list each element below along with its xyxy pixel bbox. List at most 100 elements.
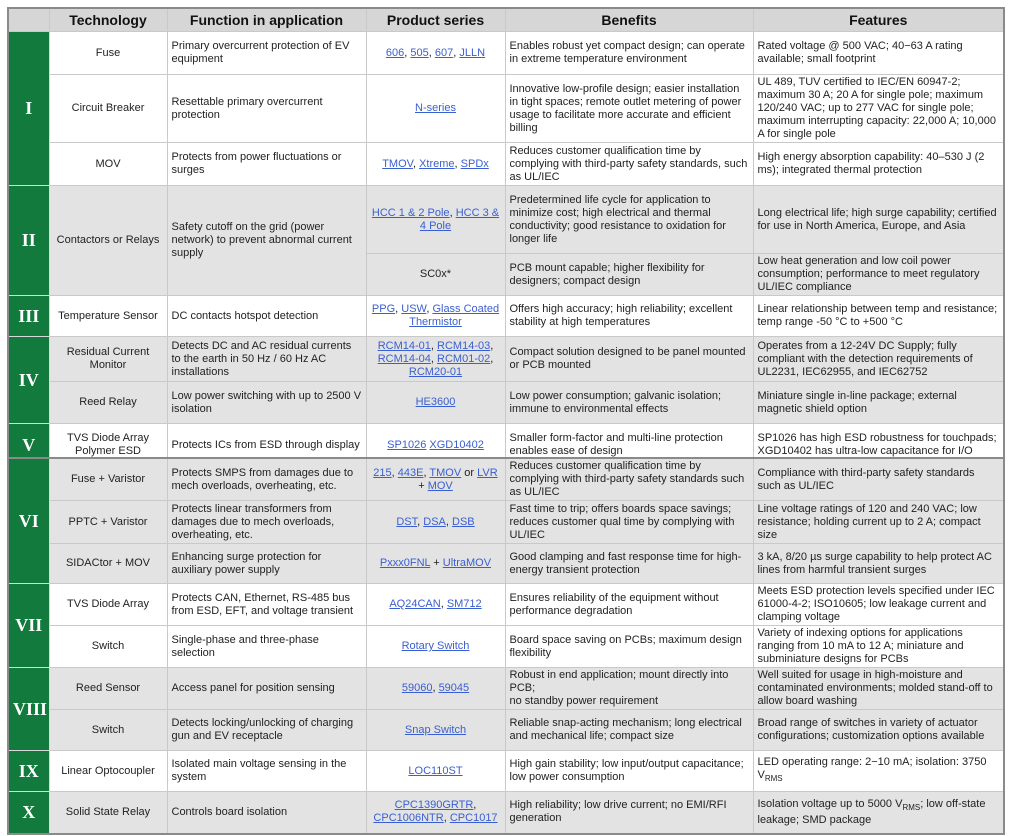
product-link[interactable]: USW [401, 303, 427, 315]
text-segment: High energy absorption capability: 40–53… [757, 151, 985, 176]
product-link[interactable]: 505 [410, 46, 429, 59]
product-link[interactable]: TMOV [429, 466, 462, 479]
features-cell: Line voltage ratings of 120 and 240 VAC;… [752, 500, 1005, 544]
function-cell: Detects DC and AC residual currents to t… [166, 336, 367, 382]
table-row: II Contactors or Relays Safety cutoff on t… [7, 185, 1005, 296]
benefits-cell: Reduces customer qualification time by c… [504, 457, 754, 501]
product-link[interactable]: 59045 [438, 682, 470, 694]
product-link[interactable]: 607 [434, 46, 454, 59]
product-link[interactable]: RCM14-04 [377, 352, 431, 365]
table-row: MOV Protects from power fluctuations or s… [8, 142, 1005, 186]
benefits-cell: Robust in end application; mount directl… [504, 667, 754, 710]
benefits-cell: Good clamping and fast response time for… [504, 543, 754, 584]
group-numeral: III [7, 295, 50, 337]
text-segment: , [430, 339, 438, 352]
text-segment: , [453, 46, 460, 59]
product-link[interactable]: 443E [397, 466, 424, 479]
product-link[interactable]: RCM14-03 [437, 339, 491, 352]
text-segment: Rated voltage @ 500 VAC; 40−63 A rating … [757, 40, 963, 65]
product-series-cell: RCM14-01, RCM14-03, RCM14-04, RCM01-02, … [365, 336, 506, 382]
table-row: Circuit Breaker Resettable primary overcu… [8, 74, 1005, 143]
product-link[interactable]: Snap Switch [404, 723, 467, 736]
product-link[interactable]: DSA [423, 515, 446, 528]
header-features: Features [752, 7, 1005, 32]
text-segment: , [449, 206, 456, 219]
technology-cell: Residual Current Monitor [48, 336, 168, 382]
product-link[interactable]: N-series [415, 102, 456, 114]
table-row: SIDACtor + MOV Enhancing surge protection… [8, 543, 1005, 584]
benefits-cell: Board space saving on PCBs; maximum desi… [504, 625, 754, 668]
product-link[interactable]: DST [396, 515, 418, 528]
product-link[interactable]: HCC 3 & 4 Pole [419, 206, 500, 232]
benefits-cell: Compact solution designed to be panel mo… [504, 336, 754, 382]
product-link[interactable]: 606 [385, 46, 405, 59]
product-series-cell: 59060, 59045 [365, 667, 506, 710]
text-segment: Compliance with third-party safety stand… [757, 466, 975, 492]
product-link[interactable]: RCM20-01 [408, 365, 463, 378]
product-link[interactable]: PPG [371, 303, 396, 315]
product-link[interactable]: Glass Coated Thermistor [409, 303, 500, 328]
text-segment: Long electrical life; high surge capabil… [757, 206, 997, 232]
product-link[interactable]: Pxxx0FNL [379, 557, 431, 569]
product-series-cell: LOC110ST [365, 750, 506, 792]
features-cell: Miniature single in-line package; extern… [752, 381, 1005, 424]
product-link[interactable]: LOC110ST [408, 764, 463, 777]
product-link[interactable]: HCC 1 & 2 Pole [371, 206, 450, 219]
text-segment: , [443, 812, 450, 825]
text-segment: 3 kA, 8/20 µs surge capability to help p… [757, 550, 992, 576]
product-series-cell: TMOV, Xtreme, SPDx [365, 142, 506, 186]
table-row: VI Fuse + Varistor Protects SMPS from dama… [7, 457, 1005, 584]
text-segment: Operates from a 12-24V DC Supply; fully … [757, 339, 973, 378]
text-segment: Well suited for usage in high-moisture a… [757, 669, 993, 707]
product-link[interactable]: CPC1006NTR [373, 812, 444, 825]
technology-cell: SIDACtor + MOV [48, 543, 168, 584]
product-link[interactable]: AQ24CAN [389, 598, 441, 610]
product-link[interactable]: RCM01-02 [437, 352, 491, 365]
text-segment: , [490, 352, 494, 365]
function-cell: Protects from power fluctuations or surg… [166, 142, 367, 186]
benefits-cell: PCB mount capable; higher flexibility fo… [504, 253, 754, 296]
product-series-cell: 215, 443E, TMOV or LVR + MOV [365, 457, 506, 501]
features-cell: 3 kA, 8/20 µs surge capability to help p… [752, 543, 1005, 584]
product-series-cell: DST, DSA, DSB [365, 500, 506, 544]
product-link[interactable]: SM712 [446, 598, 482, 610]
header-benefits: Benefits [504, 7, 754, 32]
text-segment: , [454, 157, 461, 170]
product-link[interactable]: JLLN [459, 46, 486, 59]
product-link[interactable]: LVR [477, 466, 498, 479]
text-segment: , [404, 46, 411, 59]
product-link[interactable]: DSB [452, 515, 475, 528]
table-row: IV Residual Current Monitor Detects DC and… [7, 336, 1005, 424]
product-series-cell: Snap Switch [365, 709, 506, 751]
function-cell: Protects CAN, Ethernet, RS-485 bus from … [166, 583, 367, 626]
technology-cell: MOV [48, 142, 168, 186]
text-segment: , [445, 515, 453, 528]
product-link[interactable]: CPC1390GRTR [394, 799, 474, 812]
product-link[interactable]: HE3600 [415, 396, 456, 408]
function-cell: Controls board isolation [166, 791, 367, 834]
benefits-cell: Low power consumption; galvanic isolatio… [504, 381, 754, 424]
product-link[interactable]: SP1026 [387, 438, 427, 451]
product-link[interactable]: 59060 [401, 682, 433, 694]
function-cell: Low power switching with up to 2500 V is… [166, 381, 367, 424]
product-table-top: Technology Function in application Produ… [7, 7, 1005, 469]
product-link[interactable]: SPDx [460, 157, 489, 170]
product-link[interactable]: CPC1017 [449, 812, 498, 825]
product-link[interactable]: RCM14-01 [377, 339, 431, 352]
product-link[interactable]: MOV [427, 479, 453, 492]
benefits-cell: Innovative low-profile design; easier in… [504, 74, 754, 143]
product-link[interactable]: Xtreme [419, 157, 455, 170]
text-segment: LED operating range: 2−10 mA; isolation:… [757, 756, 987, 782]
product-link[interactable]: Rotary Switch [401, 640, 470, 652]
header-technology: Technology [48, 7, 168, 32]
product-link[interactable]: XGD10402 [429, 438, 484, 451]
technology-cell: Switch [48, 625, 168, 668]
text-segment: SP1026 has high ESD robustness for touch… [757, 432, 997, 458]
benefits-cell: Enables robust yet compact design; can o… [504, 31, 754, 75]
header-roman [7, 7, 50, 32]
product-link[interactable]: UltraMOV [442, 557, 492, 569]
product-link[interactable]: 215 [373, 466, 392, 479]
text-segment: Broad range of switches in variety of ac… [757, 717, 985, 742]
product-link[interactable]: TMOV [382, 157, 413, 170]
function-cell: Resettable primary overcurrent protectio… [166, 74, 367, 143]
